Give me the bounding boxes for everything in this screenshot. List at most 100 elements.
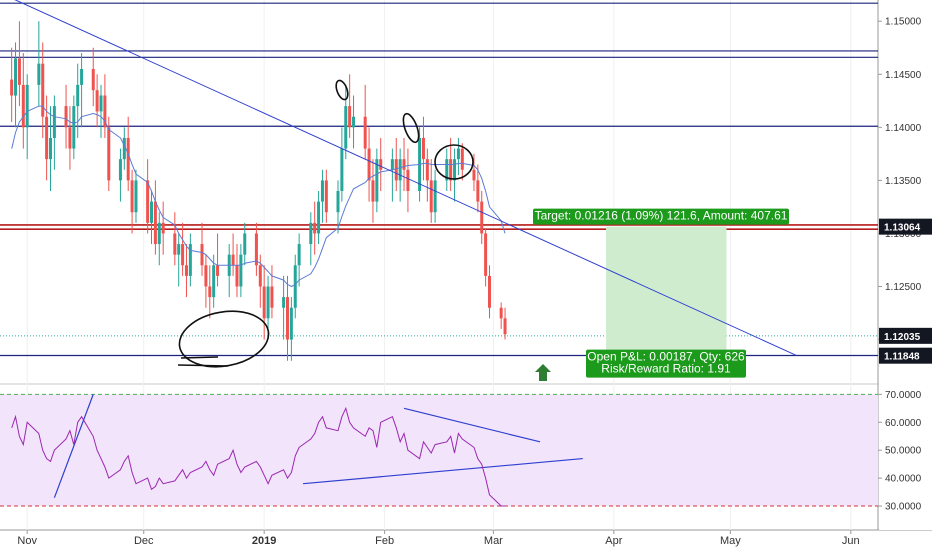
candle-body [126, 137, 130, 181]
candle-body [293, 265, 297, 308]
candle-body [282, 297, 286, 308]
underline-drawing [180, 356, 219, 359]
candle-body [243, 233, 247, 255]
candle-body [25, 84, 29, 128]
time-tick-label: Apr [605, 535, 622, 547]
candle-body [177, 244, 181, 255]
candle-body [390, 159, 394, 170]
moving-average [11, 105, 506, 288]
candle-body [10, 79, 14, 96]
candle-body [460, 148, 464, 170]
candle-body [134, 180, 138, 213]
time-tick-label: May [720, 535, 741, 547]
candle-body [157, 222, 161, 245]
candle-body [17, 58, 21, 85]
price-trendline [14, 0, 797, 356]
candle-body [262, 286, 266, 319]
price-tick-label: 1.15000 [885, 17, 922, 28]
rsi-tick-label: 70.0000 [885, 390, 922, 401]
candle-body [118, 159, 122, 181]
rsi-tick-label: 40.0000 [885, 474, 922, 485]
trendlines[interactable] [0, 0, 797, 498]
rsi-trendline [53, 394, 94, 498]
candle-body [398, 159, 402, 181]
price-axis-bg [879, 0, 932, 530]
candle-body [367, 148, 371, 181]
candle-body [379, 159, 383, 170]
candle-body [421, 137, 425, 160]
target-zone [606, 226, 727, 356]
candle-body [49, 137, 53, 160]
candle-body [52, 106, 56, 138]
rsi-band-fill [0, 394, 878, 507]
rsi-band [0, 393, 878, 507]
candle-body [153, 201, 157, 245]
candle-body [425, 159, 429, 181]
candle-body [231, 254, 235, 266]
candle-body [254, 233, 258, 266]
up-arrow-icon [535, 364, 551, 381]
pnl-label-text: Risk/Reward Ratio: 1.91 [601, 362, 731, 376]
candle-body [445, 159, 449, 181]
target-label-text: Target: 0.01216 (1.09%) 121.6, Amount: 4… [535, 209, 788, 223]
entry-price-badge-box [879, 347, 932, 364]
candle-body [317, 201, 321, 234]
candle-body [456, 148, 460, 160]
candle-body [394, 159, 398, 181]
candle-body [107, 127, 111, 181]
last-price-badge-box [879, 327, 932, 344]
target-label-box [533, 208, 789, 225]
candle-body [320, 180, 324, 202]
candle-body [270, 286, 274, 308]
rsi-polyline [11, 406, 505, 507]
candle-body [433, 180, 437, 213]
candle-body [429, 180, 433, 213]
candle-body [352, 116, 356, 128]
target-price-badge-text: 1.13064 [884, 223, 921, 234]
candle-body [285, 297, 289, 340]
buy-arrow-icon[interactable] [535, 364, 551, 381]
candle-body [258, 265, 262, 287]
circle-drawing-feb [335, 79, 349, 101]
hand-drawn-circles[interactable] [175, 79, 474, 374]
time-tick-label: Jun [842, 535, 860, 547]
candle-body [297, 244, 301, 266]
time-tick-label: Mar [484, 535, 503, 547]
last-price-badge-text: 1.12035 [884, 332, 921, 343]
candle-body [204, 265, 208, 287]
rsi-trendline [302, 457, 583, 485]
circle-drawing-mar [434, 144, 474, 180]
candle-body [449, 159, 453, 181]
candle-body [503, 318, 507, 335]
candle-body [402, 159, 406, 170]
pnl-label-text: Open P&L: 0.00187, Qty: 626 [587, 350, 745, 364]
candle-body [130, 180, 134, 213]
ma-line [11, 105, 506, 288]
candle-body [340, 148, 344, 191]
circle-drawing-dec [178, 310, 270, 368]
candle-body [472, 169, 476, 181]
rsi-tick-label: 60.0000 [885, 418, 922, 429]
candle-body [161, 222, 165, 234]
candle-body [200, 244, 204, 266]
rsi-line [11, 406, 505, 507]
price-tick-label: 1.14500 [885, 70, 922, 81]
candle-body [95, 90, 99, 112]
candle-body [406, 169, 410, 191]
candle-body [188, 244, 192, 276]
candle-body [476, 180, 480, 202]
candle-body [91, 68, 95, 91]
entry-price-badge-text: 1.11848 [884, 352, 920, 363]
candle-body [336, 191, 340, 213]
candle-body [313, 222, 317, 234]
candle-body [181, 244, 185, 266]
price-axis[interactable]: 1.150001.145001.140001.135001.130001.125… [878, 0, 932, 530]
candle-body [453, 159, 457, 181]
time-axis[interactable]: Nov Dec 2019 Feb Mar Apr May Jun [17, 530, 860, 547]
time-tick-label: Feb [375, 535, 394, 547]
candle-body [14, 58, 18, 96]
rsi-tick-label: 50.0000 [885, 446, 922, 457]
candle-body [309, 222, 313, 245]
